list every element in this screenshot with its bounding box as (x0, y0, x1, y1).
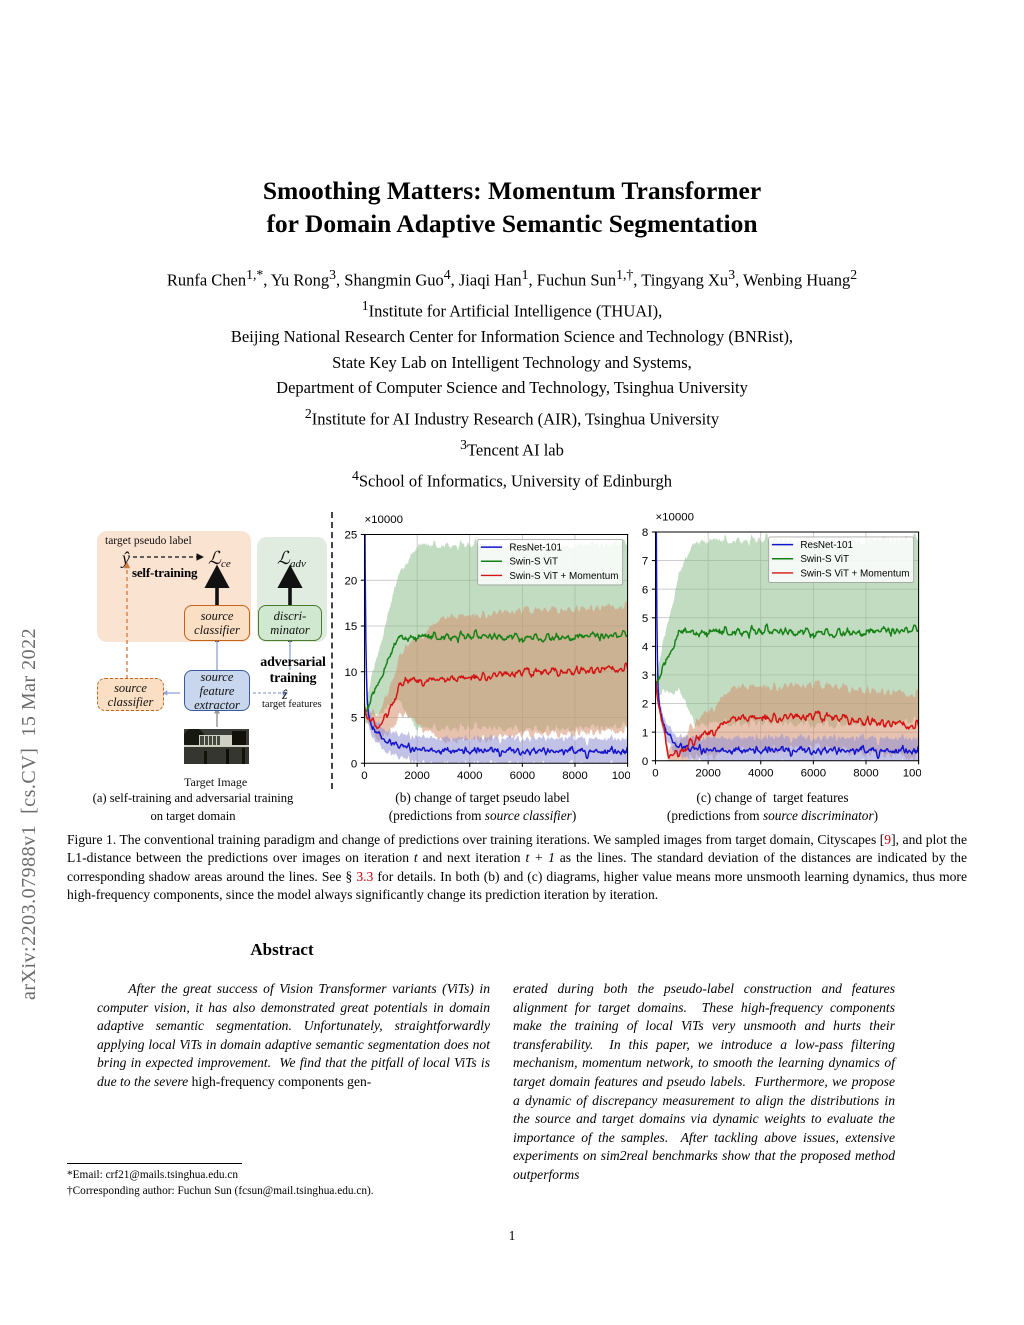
svg-text:0: 0 (361, 770, 367, 782)
svg-text:4000: 4000 (748, 767, 773, 779)
svg-text:Swin-S ViT: Swin-S ViT (800, 554, 849, 565)
svg-text:×10000: ×10000 (656, 511, 694, 523)
svg-text:2000: 2000 (695, 767, 720, 779)
svg-text:20: 20 (344, 575, 357, 587)
svg-text:5: 5 (351, 713, 357, 725)
svg-text:5: 5 (642, 613, 648, 625)
svg-text:10: 10 (344, 667, 357, 679)
svg-text:15: 15 (344, 621, 357, 633)
svg-text:Swin-S ViT + Momentum: Swin-S ViT + Momentum (800, 568, 909, 579)
svg-text:3: 3 (642, 670, 648, 682)
svg-text:6000: 6000 (510, 770, 535, 782)
svg-text:Swin-S ViT: Swin-S ViT (509, 557, 558, 568)
svg-text:6000: 6000 (801, 767, 826, 779)
svg-text:4000: 4000 (457, 770, 482, 782)
svg-text:×10000: ×10000 (365, 514, 403, 526)
svg-text:Swin-S ViT + Momentum: Swin-S ViT + Momentum (509, 571, 618, 582)
svg-text:0: 0 (652, 767, 658, 779)
svg-text:10000: 10000 (903, 767, 921, 779)
svg-text:4: 4 (642, 642, 649, 654)
svg-text:ResNet-101: ResNet-101 (509, 543, 562, 554)
svg-text:7: 7 (642, 556, 648, 568)
svg-text:8: 8 (642, 527, 648, 539)
svg-text:2: 2 (642, 699, 648, 711)
svg-text:8000: 8000 (562, 770, 587, 782)
svg-text:0: 0 (351, 758, 357, 770)
svg-text:8000: 8000 (853, 767, 878, 779)
svg-text:0: 0 (642, 756, 648, 768)
svg-text:ResNet-101: ResNet-101 (800, 540, 853, 551)
svg-text:6: 6 (642, 584, 648, 596)
svg-text:2000: 2000 (404, 770, 429, 782)
svg-text:25: 25 (344, 530, 357, 542)
svg-text:1: 1 (642, 727, 648, 739)
